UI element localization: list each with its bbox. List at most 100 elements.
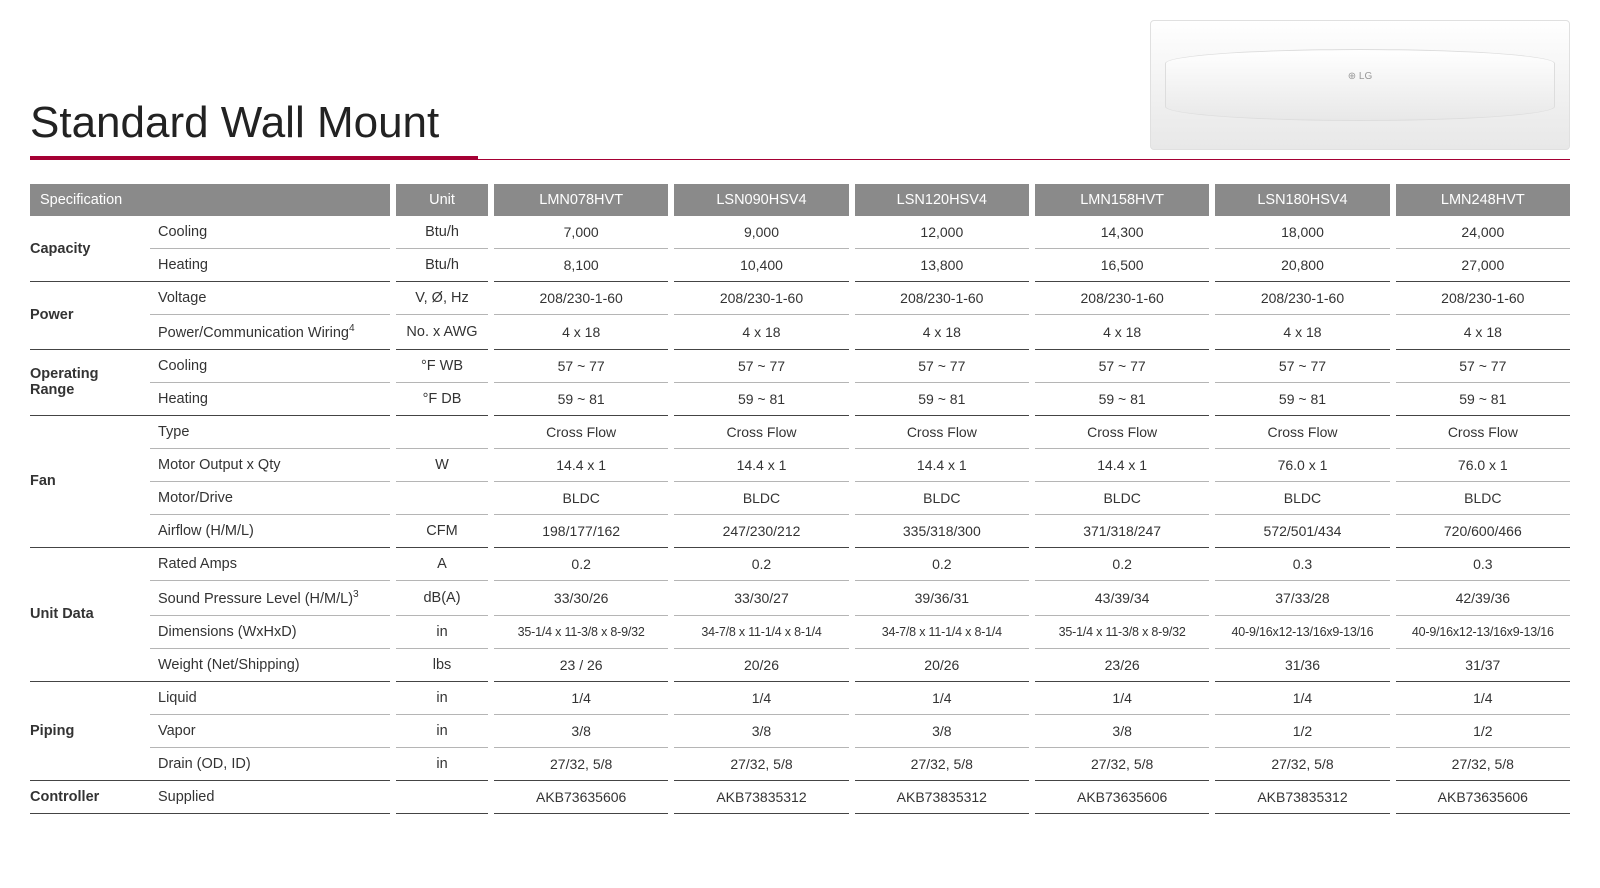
value-cell: 57 ~ 77	[1396, 350, 1570, 383]
value-cell: 27/32, 5/8	[674, 748, 848, 781]
value-cell: 208/230-1-60	[1396, 282, 1570, 315]
unit-cell: A	[396, 548, 488, 581]
table-row: Vaporin3/83/83/83/81/21/2	[30, 715, 1570, 748]
value-cell: 4 x 18	[1396, 315, 1570, 350]
value-cell: 43/39/34	[1035, 581, 1209, 616]
footnote-ref: 4	[349, 323, 355, 334]
value-cell: Cross Flow	[494, 416, 668, 449]
value-cell: 572/501/434	[1215, 515, 1389, 548]
model-header: LSN120HSV4	[855, 184, 1029, 216]
value-cell: 76.0 x 1	[1215, 449, 1389, 482]
value-cell: 31/36	[1215, 649, 1389, 682]
value-cell: 208/230-1-60	[1035, 282, 1209, 315]
value-cell: 40-9/16x12-13/16x9-13/16	[1215, 616, 1389, 649]
spec-table: Specification Unit LMN078HVTLSN090HSV4LS…	[30, 184, 1570, 814]
table-row: Motor/DriveBLDCBLDCBLDCBLDCBLDCBLDC	[30, 482, 1570, 515]
table-row: HeatingBtu/h8,10010,40013,80016,50020,80…	[30, 249, 1570, 282]
value-cell: 59 ~ 81	[1215, 383, 1389, 416]
spec-label-cell: Dimensions (WxHxD)	[150, 616, 390, 649]
value-cell: 10,400	[674, 249, 848, 282]
value-cell: Cross Flow	[674, 416, 848, 449]
value-cell: 335/318/300	[855, 515, 1029, 548]
value-cell: 9,000	[674, 216, 848, 249]
value-cell: 0.2	[1035, 548, 1209, 581]
value-cell: 3/8	[1035, 715, 1209, 748]
table-row: Airflow (H/M/L)CFM198/177/162247/230/212…	[30, 515, 1570, 548]
table-row: ControllerSuppliedAKB73635606AKB73835312…	[30, 781, 1570, 814]
unit-cell: in	[396, 682, 488, 715]
value-cell: 37/33/28	[1215, 581, 1389, 616]
category-cell: Capacity	[30, 216, 150, 282]
category-cell: Operating Range	[30, 350, 150, 416]
unit-cell	[396, 416, 488, 449]
value-cell: 57 ~ 77	[1035, 350, 1209, 383]
value-cell: 27/32, 5/8	[1396, 748, 1570, 781]
table-row: Unit DataRated AmpsA0.20.20.20.20.30.3	[30, 548, 1570, 581]
spec-label-cell: Cooling	[150, 216, 390, 249]
spec-label-cell: Cooling	[150, 350, 390, 383]
value-cell: 3/8	[855, 715, 1029, 748]
value-cell: BLDC	[855, 482, 1029, 515]
value-cell: 27/32, 5/8	[494, 748, 668, 781]
value-cell: BLDC	[1396, 482, 1570, 515]
value-cell: 720/600/466	[1396, 515, 1570, 548]
model-header: LMN248HVT	[1396, 184, 1570, 216]
value-cell: BLDC	[494, 482, 668, 515]
model-header: LMN158HVT	[1035, 184, 1209, 216]
value-cell: 3/8	[494, 715, 668, 748]
unit-cell: dB(A)	[396, 581, 488, 616]
spec-label-cell: Airflow (H/M/L)	[150, 515, 390, 548]
model-header: LSN090HSV4	[674, 184, 848, 216]
value-cell: 27/32, 5/8	[855, 748, 1029, 781]
unit-cell: W	[396, 449, 488, 482]
value-cell: 18,000	[1215, 216, 1389, 249]
unit-cell: in	[396, 715, 488, 748]
value-cell: AKB73835312	[674, 781, 848, 814]
table-row: Power/Communication Wiring4No. x AWG4 x …	[30, 315, 1570, 350]
value-cell: BLDC	[674, 482, 848, 515]
value-cell: 27/32, 5/8	[1035, 748, 1209, 781]
value-cell: 13,800	[855, 249, 1029, 282]
spec-label-cell: Rated Amps	[150, 548, 390, 581]
table-row: Motor Output x QtyW14.4 x 114.4 x 114.4 …	[30, 449, 1570, 482]
value-cell: 59 ~ 81	[855, 383, 1029, 416]
value-cell: 1/4	[1215, 682, 1389, 715]
value-cell: BLDC	[1035, 482, 1209, 515]
spec-label-cell: Motor/Drive	[150, 482, 390, 515]
spec-tbody: CapacityCoolingBtu/h7,0009,00012,00014,3…	[30, 216, 1570, 814]
table-row: Dimensions (WxHxD)in35-1/4 x 11-3/8 x 8-…	[30, 616, 1570, 649]
unit-cell	[396, 482, 488, 515]
value-cell: 1/2	[1215, 715, 1389, 748]
value-cell: 1/2	[1396, 715, 1570, 748]
value-cell: 27,000	[1396, 249, 1570, 282]
value-cell: 208/230-1-60	[1215, 282, 1389, 315]
unit-cell: lbs	[396, 649, 488, 682]
value-cell: 33/30/26	[494, 581, 668, 616]
value-cell: 59 ~ 81	[674, 383, 848, 416]
unit-cell: in	[396, 748, 488, 781]
table-row: Operating RangeCooling°F WB57 ~ 7757 ~ 7…	[30, 350, 1570, 383]
unit-cell: No. x AWG	[396, 315, 488, 350]
value-cell: 208/230-1-60	[855, 282, 1029, 315]
value-cell: 59 ~ 81	[1035, 383, 1209, 416]
value-cell: 14.4 x 1	[674, 449, 848, 482]
value-cell: 57 ~ 77	[494, 350, 668, 383]
value-cell: AKB73635606	[494, 781, 668, 814]
value-cell: 198/177/162	[494, 515, 668, 548]
value-cell: 14,300	[1035, 216, 1209, 249]
table-row: FanTypeCross FlowCross FlowCross FlowCro…	[30, 416, 1570, 449]
value-cell: 4 x 18	[1035, 315, 1209, 350]
unit-cell: °F WB	[396, 350, 488, 383]
category-cell: Fan	[30, 416, 150, 548]
value-cell: 23 / 26	[494, 649, 668, 682]
value-cell: 7,000	[494, 216, 668, 249]
value-cell: 57 ~ 77	[855, 350, 1029, 383]
value-cell: 31/37	[1396, 649, 1570, 682]
value-cell: 14.4 x 1	[855, 449, 1029, 482]
spec-label-cell: Voltage	[150, 282, 390, 315]
category-cell: Controller	[30, 781, 150, 814]
spec-label-cell: Liquid	[150, 682, 390, 715]
category-cell: Power	[30, 282, 150, 350]
value-cell: 59 ~ 81	[1396, 383, 1570, 416]
value-cell: 34-7/8 x 11-1/4 x 8-1/4	[855, 616, 1029, 649]
